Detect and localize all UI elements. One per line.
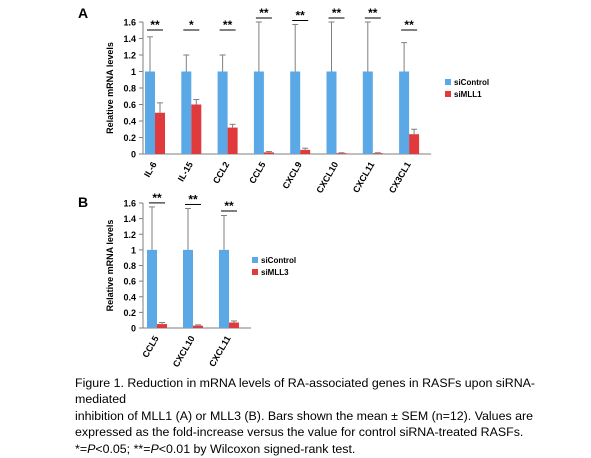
panel-a-y-tick-label: 1 [131, 67, 136, 77]
panel-a-bar-simll1 [263, 152, 274, 154]
panel-a-category-label: CXCL10 [314, 160, 340, 195]
sig-p1: P [87, 441, 96, 456]
panel-b-significance-label: ** [188, 192, 198, 206]
sig-star1: *= [75, 441, 88, 456]
panel-a-legend-swatch-sicontrol [445, 79, 451, 85]
panel-b-bar-simll3 [193, 325, 203, 328]
panel-a-significance-label: ** [368, 6, 378, 20]
panel-a-legend-label-simll1: siMLL1 [454, 90, 482, 99]
panel-b-y-tick-label: 0.8 [123, 261, 136, 271]
panel-b-bar-sicontrol [219, 249, 229, 328]
panel-a-bar-sicontrol [253, 71, 264, 154]
panel-a-significance-label: ** [332, 6, 342, 20]
panel-a-significance-label: * [189, 18, 194, 32]
panel-a-letter: A [78, 5, 88, 21]
caption-line-1: Figure 1. Reduction in mRNA levels of RA… [75, 376, 536, 407]
panel-b-letter: B [78, 194, 88, 210]
panel-b-category-label: CXCL11 [207, 334, 233, 368]
panel-b-y-label: Relative mRNA levels [105, 220, 115, 312]
panel-a-y-tick-label: 0.2 [123, 133, 136, 143]
panel-a-legend-label-sicontrol: siControl [454, 78, 489, 87]
caption-line-3: expressed as the fold-increase versus th… [75, 425, 524, 440]
caption-significance-line: *=P<0.05; **=P<0.01 by Wilcoxon signed-r… [75, 441, 585, 457]
panel-a-y-tick-label: 1.4 [123, 34, 136, 44]
panel-a-category-label: CCL5 [247, 160, 267, 185]
panel-a-y-tick-label: 1.2 [123, 51, 136, 61]
panel-b-y-tick-label: 1.4 [123, 214, 136, 224]
panel-b-legend-label-simll3: siMLL3 [261, 268, 289, 277]
panel-b-significance-label: ** [224, 199, 234, 213]
sig-threshold2: <0.01 by Wilcoxon signed-rank test. [158, 441, 356, 456]
panel-b-bar-simll3 [229, 322, 239, 328]
panel-a-significance-label: ** [296, 8, 306, 22]
panel-b-y-tick-label: 1 [131, 245, 136, 255]
panel-a-y-tick-label: 0.8 [123, 84, 136, 94]
panel-a-bar-sicontrol [362, 71, 373, 154]
panel-b-category-label: CCL5 [140, 334, 160, 359]
panel-b-bar-sicontrol [147, 249, 157, 328]
panel-a-y-tick-label: 0.4 [123, 117, 136, 127]
panel-a-category-label: CXCL11 [351, 160, 377, 194]
panel-b-bar-simll3 [157, 324, 167, 328]
panel-a-y-tick-label: 0 [131, 150, 136, 160]
panel-a-category-label: IL-15 [176, 160, 195, 183]
panel-a-bar-simll1 [191, 104, 202, 154]
panel-b-significance-label: ** [152, 191, 162, 205]
panel-a-bar-sicontrol [290, 71, 301, 154]
sig-p2: P [150, 441, 159, 456]
panel-b-legend-swatch-simll3 [252, 269, 258, 275]
panel-b-y-tick-label: 0.2 [123, 308, 136, 318]
panel-a-bar-sicontrol [181, 71, 192, 154]
sig-threshold1: <0.05; [95, 441, 134, 456]
panel-a-bar-simll1 [300, 149, 311, 154]
panel-b-category-label: CXCL10 [171, 334, 197, 369]
caption-line-2: inhibition of MLL1 (A) or MLL3 (B). Bars… [75, 408, 534, 423]
panel-a-bar-sicontrol [145, 71, 155, 154]
chart-svg: A 0 0.2 0.4 0.6 0.8 1 1.2 1.4 1.6 Relative mRNA le… [78, 5, 489, 369]
panel-b-y-tick-label: 1.2 [123, 230, 136, 240]
panel-b-y-tick-label: 0 [131, 324, 136, 334]
panel-a-bar-sicontrol [399, 71, 410, 154]
panel-a-y-tick-label: 0.6 [123, 100, 136, 110]
panel-b-y-tick-label: 0.4 [123, 292, 136, 302]
panel-a-category-label: CCL2 [211, 160, 231, 185]
figure-caption: Figure 1. Reduction in mRNA levels of RA… [75, 375, 585, 457]
panel-a-significance-label: ** [259, 6, 269, 20]
panel-b-y-tick-label: 1.6 [123, 199, 136, 209]
panel-a-category-label: IL-6 [142, 160, 159, 179]
panel-a-legend-swatch-simll1 [445, 91, 451, 97]
panel-a-bar-sicontrol [217, 71, 228, 154]
panel-a-significance-label: ** [404, 18, 414, 32]
panel-a-bar-simll1 [227, 127, 238, 154]
panel-b-legend-label-sicontrol: siControl [261, 256, 296, 265]
panel-b-legend-swatch-sicontrol [252, 257, 258, 263]
panel-a-bar-simll1 [409, 134, 420, 154]
panel-a-significance-label: ** [223, 18, 233, 32]
panel-a-bar-simll1 [155, 112, 165, 154]
panel-a-bar-sicontrol [326, 71, 337, 154]
panel-a-bar-simll1 [372, 153, 383, 154]
sig-star2: **= [133, 441, 151, 456]
panel-a-y-tick-label: 1.6 [123, 18, 136, 28]
panel-a-category-label: CX3CL1 [387, 160, 413, 195]
panel-b-bar-sicontrol [183, 249, 193, 328]
panel-a-significance-label: ** [150, 18, 160, 32]
panel-a-category-label: CXCL9 [281, 160, 304, 191]
panel-b-y-tick-label: 0.6 [123, 277, 136, 287]
panel-a-bar-simll1 [336, 153, 347, 154]
panel-a-y-label: Relative mRNA levels [105, 42, 115, 134]
